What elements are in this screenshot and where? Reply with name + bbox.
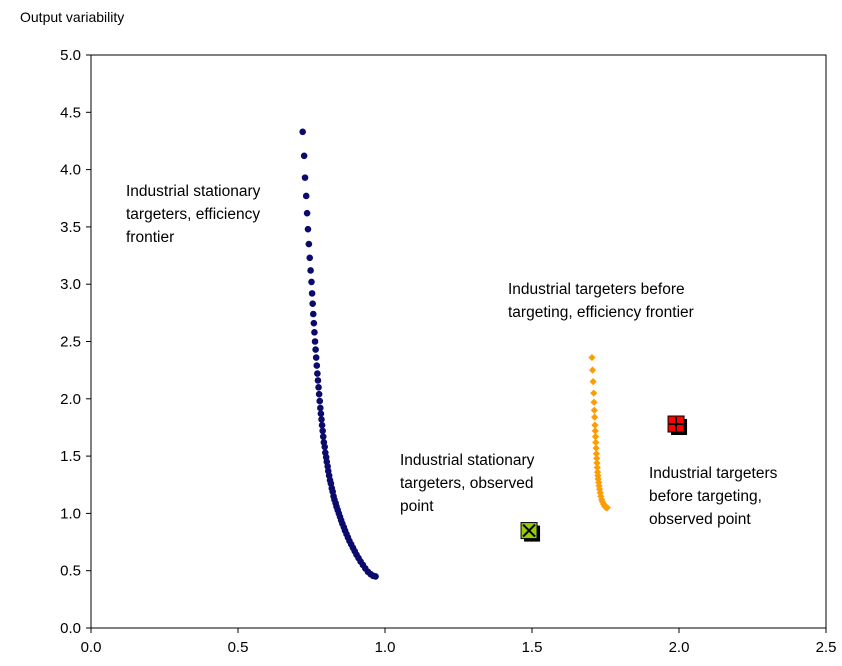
data-point: [594, 475, 602, 483]
data-point: [318, 416, 325, 423]
data-point: [300, 152, 308, 160]
y-axis-label: Output variability: [20, 9, 124, 25]
y-tick-label: 5.0: [60, 47, 81, 64]
series-x-square: [520, 522, 541, 542]
data-point: [312, 354, 320, 361]
annotation-line: targeters, efficiency: [126, 206, 260, 223]
data-point: [307, 267, 314, 274]
data-point: [595, 478, 603, 487]
annotation-line: Industrial stationary: [400, 452, 535, 469]
annotation-line: frontier: [126, 229, 174, 246]
data-point: [312, 346, 319, 353]
series-layer: [299, 128, 688, 580]
data-point: [316, 397, 324, 405]
x-tick-label: 1.5: [522, 639, 543, 656]
data-point: [306, 254, 314, 262]
annotation-targeters-observed: Industrial targeters before targeting, o…: [649, 465, 782, 528]
data-point: [315, 384, 322, 391]
y-tick-label: 4.0: [60, 162, 81, 179]
data-point: [310, 319, 318, 327]
data-point: [318, 421, 326, 429]
series-circle: [299, 128, 379, 580]
annotation-stationary-observed: Industrial stationary targeters, observe…: [400, 452, 539, 515]
data-point: [308, 290, 316, 297]
data-point: [590, 398, 598, 406]
data-point: [313, 362, 321, 369]
annotation-line: point: [400, 498, 434, 515]
data-point: [301, 174, 309, 181]
data-point: [596, 489, 604, 497]
data-point: [319, 427, 326, 435]
x-axis: 0.0 0.5 1.0 1.5 2.0 2.5: [81, 628, 837, 656]
x-tick-label: 0.5: [228, 639, 249, 656]
data-point: [603, 504, 611, 512]
x-tick-label: 0.0: [81, 639, 102, 656]
observed-point-marker: [667, 415, 688, 436]
y-tick-label: 1.0: [60, 505, 81, 522]
data-point: [593, 459, 601, 467]
data-point: [309, 300, 316, 307]
x-tick-label: 1.0: [375, 639, 396, 656]
data-point: [588, 366, 597, 374]
annotation-line: before targeting,: [649, 488, 762, 505]
data-point: [317, 404, 324, 412]
observed-point-marker: [520, 522, 541, 542]
annotation-line: Industrial targeters before: [508, 281, 685, 298]
data-point: [308, 278, 315, 286]
data-point: [314, 377, 322, 384]
data-point: [317, 410, 325, 417]
data-point: [311, 338, 319, 345]
annotation-line: Industrial stationary: [126, 183, 261, 200]
data-point: [321, 443, 329, 451]
data-point: [299, 128, 306, 136]
y-axis: 0.0 0.5 1.0 1.5 2.0 2.5 3.0 3.5 4.0 4.5 5.0: [60, 47, 91, 637]
data-point: [319, 433, 327, 440]
y-tick-label: 0.5: [60, 563, 81, 580]
data-point: [592, 438, 600, 446]
data-point: [305, 240, 313, 248]
x-tick-label: 2.0: [669, 639, 690, 656]
series-diamond: [588, 353, 611, 512]
data-point: [593, 454, 601, 462]
annotation-line: targeters, observed: [400, 475, 534, 492]
y-tick-label: 3.0: [60, 276, 81, 293]
x-tick-label: 2.5: [816, 639, 837, 656]
data-point: [594, 471, 602, 480]
y-tick-label: 1.5: [60, 448, 81, 465]
data-point: [597, 492, 605, 500]
data-point: [588, 353, 596, 362]
data-point: [315, 390, 323, 398]
data-point: [590, 406, 598, 414]
data-point: [590, 389, 598, 397]
y-tick-label: 2.0: [60, 391, 81, 408]
data-point: [309, 310, 317, 318]
data-point: [595, 482, 603, 490]
annotation-line: Industrial targeters: [649, 465, 778, 482]
y-tick-label: 2.5: [60, 334, 81, 351]
data-point: [304, 225, 312, 233]
annotation-line: targeting, efficiency frontier: [508, 304, 694, 321]
data-point: [314, 370, 321, 377]
data-point: [593, 463, 601, 472]
data-point: [302, 192, 310, 200]
data-point: [591, 421, 599, 429]
plot-area: [90, 54, 827, 629]
series-plus-square: [667, 415, 688, 436]
data-point: [372, 573, 379, 580]
data-point: [311, 329, 318, 336]
data-point: [591, 427, 599, 435]
annotation-line: observed point: [649, 511, 751, 528]
data-point: [591, 413, 599, 421]
data-point: [592, 444, 600, 452]
y-tick-label: 4.5: [60, 104, 81, 121]
annotation-stationary-frontier: Industrial stationary targeters, efficie…: [126, 183, 265, 246]
data-point: [303, 209, 311, 217]
annotation-targeters-frontier: Industrial targeters before targeting, e…: [508, 281, 694, 321]
data-point: [589, 378, 597, 386]
y-tick-label: 0.0: [60, 620, 81, 637]
data-point: [592, 450, 600, 458]
y-tick-label: 3.5: [60, 219, 81, 236]
data-point: [591, 433, 600, 441]
